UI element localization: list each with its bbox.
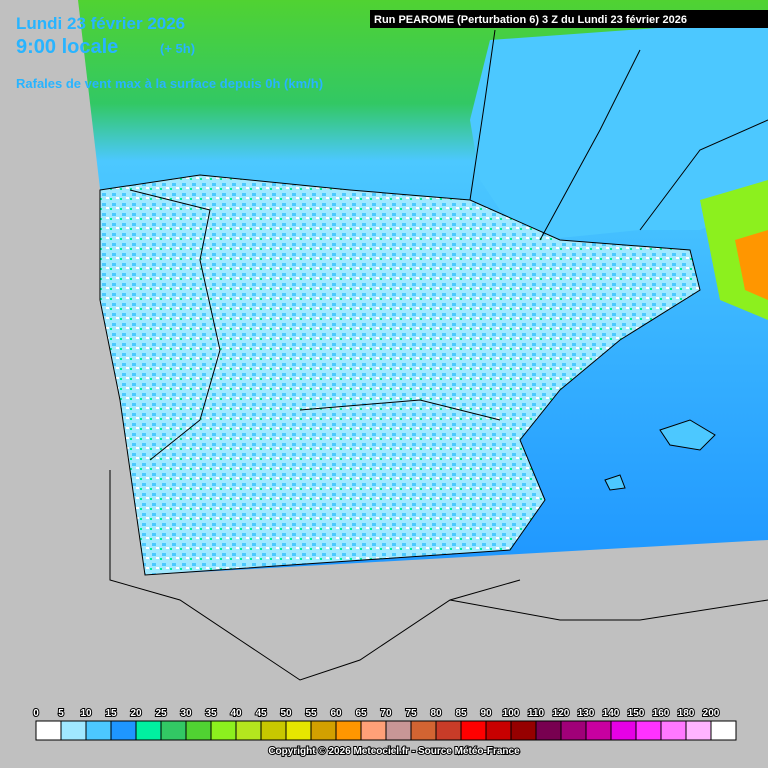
legend-swatch [185,720,212,741]
legend-swatch [410,720,437,741]
legend-swatch [660,720,687,741]
legend-label: 130 [578,708,595,719]
legend-label: 160 [653,708,670,719]
run: Run PEAROME (Perturbation 6) 3 Z du Lund… [374,14,687,26]
legend-label: 40 [230,708,242,719]
legend-swatch [485,720,512,741]
legend-swatch [260,720,287,741]
legend-label: 20 [130,708,142,719]
legend-label: 85 [455,708,467,719]
legend-swatch [535,720,562,741]
legend-label: 45 [255,708,267,719]
legend-label: 5 [58,708,64,719]
legend-swatch [335,720,362,741]
borders [109,29,768,681]
legend-swatch [235,720,262,741]
legend-swatch [460,720,487,741]
legend-label: 30 [180,708,192,719]
legend-label: 120 [553,708,570,719]
legend-swatch [435,720,462,741]
legend-label: 55 [305,708,317,719]
legend-label: 150 [628,708,645,719]
legend-swatch [210,720,237,741]
balearics [604,419,716,491]
parameter: Rafales de vent max à la surface depuis … [16,76,323,91]
legend-swatch [285,720,312,741]
date: Lundi 23 février 2026 [16,14,185,33]
legend-label: 10 [80,708,92,719]
legend-label: 80 [430,708,442,719]
legend-label: 70 [380,708,392,719]
legend-label: 180 [678,708,695,719]
footer: Copyright © 2026 Meteociel.fr - Source M… [268,746,520,757]
legend-label: 35 [205,708,217,719]
legend-label: 200 [703,708,720,719]
legend-label: 50 [280,708,292,719]
legend-swatch [635,720,662,741]
legend-swatch [135,720,162,741]
legend-swatch [310,720,337,741]
france-field [470,20,768,240]
legend-label: 60 [330,708,342,719]
legend-swatch [110,720,137,741]
legend-label: 15 [105,708,117,719]
legend-label: 100 [503,708,520,719]
legend-swatch [160,720,187,741]
legend-swatch [85,720,112,741]
legend-swatch [360,720,387,741]
legend-label: 110 [528,708,545,719]
legend-swatch [60,720,87,741]
legend-swatch [610,720,637,741]
legend-swatch [385,720,412,741]
legend-label: 25 [155,708,167,719]
gulf-field-high [735,230,768,300]
legend-label: 75 [405,708,417,719]
legend-swatch [35,720,62,741]
legend-label: 140 [603,708,620,719]
legend-label: 0 [33,708,39,719]
legend-swatch [710,720,737,741]
legend-label: 90 [480,708,492,719]
legend-swatch [560,720,587,741]
legend-swatch [685,720,712,741]
iberia [99,174,701,576]
legend-label: 65 [355,708,367,719]
legend-swatch [585,720,612,741]
legend-swatch [510,720,537,741]
time: 9:00 locale [16,36,118,58]
offset: (+ 5h) [160,41,195,56]
run-box [370,10,768,28]
